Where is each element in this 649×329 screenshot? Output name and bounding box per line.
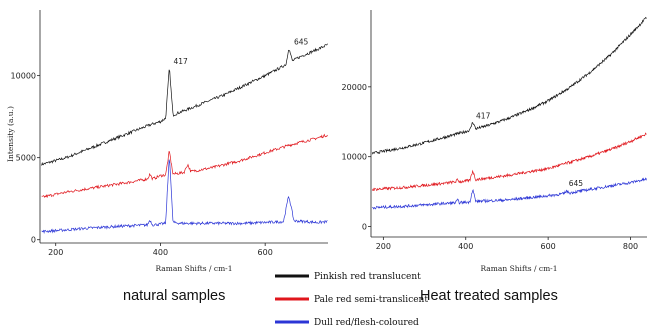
peak-label: 645 [294, 37, 309, 46]
x-tick-label: 400 [458, 242, 473, 251]
y-tick-label: 10000 [342, 153, 367, 162]
chart-heat-treated: 200 400 600 800 0 10000 20000 417 645 Raman Shif… [342, 10, 647, 304]
plot-area-heat-treated: 200 400 600 800 0 10000 20000 417 645 [342, 10, 647, 251]
peak-label: 417 [476, 111, 491, 120]
plot-area-natural: 200 400 600 0 5000 10000 417 645 [11, 10, 328, 257]
series-line-1 [41, 43, 328, 166]
series-line-3 [372, 177, 647, 210]
x-tick-label: 200 [376, 242, 391, 251]
caption-natural: natural samples [123, 288, 225, 304]
y-tick-label: 5000 [16, 154, 36, 163]
x-tick-label: 600 [540, 242, 555, 251]
peak-label: 645 [569, 179, 584, 188]
series-line-1 [371, 16, 647, 155]
legend-label-pinkish: Pinkish red translucent [314, 272, 421, 282]
y-axis-title-left: Intensity (a.u.) [6, 106, 15, 162]
y-tick-label: 0 [31, 236, 36, 245]
legend: Pinkish red translucent Pale red semi-tr… [275, 272, 428, 328]
peak-label: 417 [174, 57, 189, 66]
y-tick-label: 10000 [11, 72, 36, 81]
x-tick-label: 800 [623, 242, 638, 251]
x-tick-label: 200 [48, 248, 63, 257]
series-line-2 [41, 133, 328, 199]
x-axis-title-left: Raman Shifts / cm-1 [155, 264, 232, 273]
legend-label-dull-red: Dull red/flesh-coloured [314, 318, 419, 328]
legend-label-pale-red: Pale red semi-translicent [314, 295, 428, 305]
x-tick-label: 600 [258, 248, 273, 257]
x-tick-label: 400 [153, 248, 168, 257]
chart-natural: Intensity (a.u.) 200 400 600 0 5000 10000 417 6… [6, 10, 328, 304]
x-axis-title-right: Raman Shifts / cm-1 [480, 264, 557, 273]
series-line-2 [371, 132, 647, 192]
series-line-3 [41, 159, 328, 235]
caption-heat-treated: Heat treated samples [420, 288, 558, 304]
y-tick-label: 0 [362, 223, 367, 232]
y-tick-label: 20000 [342, 83, 367, 92]
